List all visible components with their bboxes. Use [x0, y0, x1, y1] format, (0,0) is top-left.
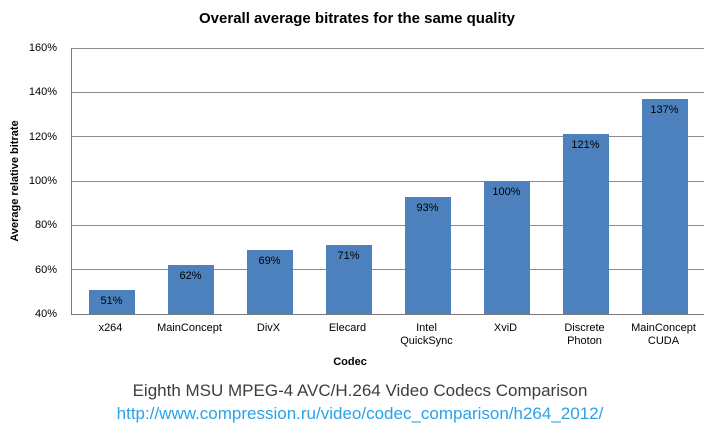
x-tick-label-Elecard: Elecard — [328, 322, 367, 334]
data-label-Intel QuickSync: 93% — [416, 201, 439, 214]
source-caption: Eighth MSU MPEG-4 AVC/H.264 Video Codecs… — [132, 381, 588, 400]
gridline-60 — [72, 269, 704, 271]
gridline-140 — [72, 91, 704, 93]
bar-MainConcept: 62% — [167, 265, 214, 314]
y-tick-label-80: 80% — [34, 219, 57, 232]
data-label-Discrete Photon: 121% — [571, 139, 600, 152]
gridline-100 — [72, 180, 704, 182]
x-tick-label-Intel QuickSync: Intel QuickSync — [400, 322, 453, 347]
x-tick-label-x264: x264 — [98, 322, 123, 334]
y-tick-label-160: 160% — [28, 42, 57, 54]
x-axis-title: Codec — [333, 356, 367, 368]
data-label-Elecard: 71% — [337, 250, 360, 263]
bar-Intel QuickSync: 93% — [404, 196, 451, 314]
bar-MainConcept CUDA: 137% — [641, 98, 688, 314]
bar-XviD: 100% — [483, 181, 530, 314]
gridline-80 — [72, 224, 704, 226]
bar-Discrete Photon: 121% — [562, 134, 609, 314]
gridline-160 — [72, 47, 704, 49]
bar-DivX: 69% — [246, 249, 293, 314]
data-label-x264: 51% — [100, 294, 123, 307]
data-label-MainConcept: 62% — [179, 270, 202, 283]
x-tick-label-XviD: XviD — [493, 322, 518, 334]
y-tick-label-60: 60% — [34, 263, 57, 276]
y-tick-label-100: 100% — [28, 175, 57, 187]
source-link[interactable]: http://www.compression.ru/video/codec_co… — [116, 404, 604, 423]
bar-Elecard: 71% — [325, 245, 372, 314]
y-tick-label-120: 120% — [28, 130, 57, 143]
x-tick-label-MainConcept: MainConcept — [157, 322, 222, 334]
data-label-XviD: 100% — [492, 186, 521, 198]
x-tick-label-MainConcept CUDA: MainConcept CUDA — [631, 322, 696, 347]
x-tick-label-Discrete Photon: Discrete Photon — [564, 322, 605, 347]
gridline-120 — [72, 136, 704, 138]
bar-x264: 51% — [88, 289, 135, 314]
y-tick-label-140: 140% — [28, 86, 57, 99]
data-label-MainConcept CUDA: 137% — [650, 103, 679, 116]
y-tick-label-40: 40% — [34, 308, 57, 320]
x-tick-label-DivX: DivX — [256, 322, 281, 334]
plot-area: 51% 62% 69% 71% 93% 100% 121% 137% — [71, 47, 704, 315]
data-label-DivX: 69% — [258, 254, 281, 267]
chart-title: Overall average bitrates for the same qu… — [199, 10, 515, 27]
